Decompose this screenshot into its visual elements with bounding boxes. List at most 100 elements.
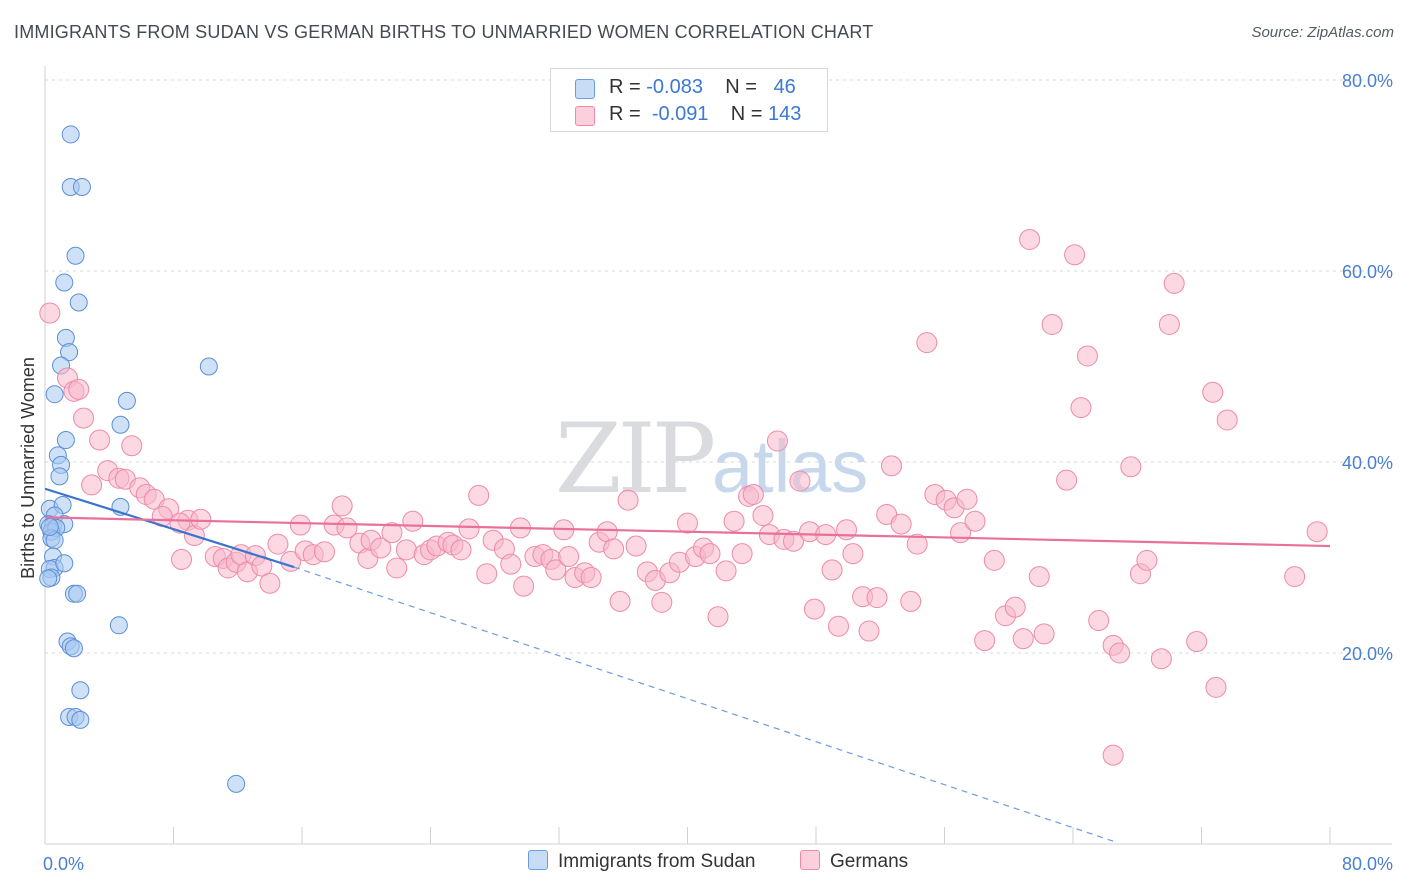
series-0 — [39, 125, 246, 793]
data-point — [66, 246, 85, 265]
trend-layer — [44, 487, 1331, 842]
data-point — [1056, 469, 1078, 491]
data-point — [1136, 549, 1158, 571]
data-point — [1088, 610, 1110, 632]
data-point — [1004, 596, 1026, 618]
data-point — [723, 510, 745, 532]
data-point — [68, 378, 90, 400]
data-point — [858, 620, 880, 642]
data-point — [386, 557, 408, 579]
data-point — [1028, 566, 1050, 588]
data-point — [651, 591, 673, 613]
data-point — [1064, 244, 1086, 266]
data-point — [381, 522, 403, 544]
data-point — [71, 710, 90, 729]
data-point — [39, 569, 58, 588]
data-point — [1284, 566, 1306, 588]
data-point — [558, 546, 580, 568]
x-tick-label-max: 80.0% — [1342, 854, 1393, 874]
data-point — [500, 553, 522, 575]
data-point — [313, 541, 335, 563]
data-point — [64, 639, 83, 658]
data-point — [783, 530, 805, 552]
legend-n-label: N = — [730, 103, 763, 125]
data-point — [370, 537, 392, 559]
trend-line-germans — [44, 516, 1331, 548]
legend-r-value-germans: -0.091 — [651, 103, 709, 125]
data-point — [1163, 272, 1185, 294]
data-point — [699, 543, 721, 565]
legend-r-label: R = — [609, 103, 641, 125]
bottom-legend-label-sudan: Immigrants from Sudan — [558, 851, 756, 872]
data-point — [1041, 313, 1063, 335]
data-point — [900, 590, 922, 612]
legend-n-value-germans: 143 — [768, 103, 802, 125]
data-point — [50, 467, 69, 486]
data-point — [72, 177, 91, 196]
data-point — [821, 559, 843, 581]
data-point — [280, 550, 302, 572]
data-point — [609, 590, 631, 612]
legend-text-sudan: R = -0.083 N = 46 — [609, 76, 796, 99]
trend-line-sudan-extension — [293, 566, 1114, 842]
data-point — [1070, 397, 1092, 419]
data-point — [1102, 744, 1124, 766]
data-point — [39, 302, 61, 324]
data-point — [603, 538, 625, 560]
y-tick-label-1: 40.0% — [1342, 453, 1393, 473]
data-point — [752, 504, 774, 526]
source-attribution: Source: ZipAtlas.com — [1251, 24, 1394, 41]
trend-line-sudan — [44, 487, 295, 569]
series-layer — [39, 125, 1328, 793]
data-point — [109, 616, 128, 635]
data-point — [45, 385, 64, 404]
data-point — [1306, 521, 1328, 543]
legend-text-germans: R = -0.091 N = 143 — [609, 103, 801, 126]
data-point — [890, 513, 912, 535]
legend-swatch-germans — [575, 106, 595, 126]
data-point — [836, 519, 858, 541]
data-point — [71, 681, 90, 700]
data-point — [111, 415, 130, 434]
data-point — [190, 508, 212, 530]
data-point — [1150, 648, 1172, 670]
data-point — [625, 535, 647, 557]
data-point — [458, 518, 480, 540]
series-1 — [39, 228, 1328, 766]
data-point — [916, 332, 938, 354]
correlation-legend: R = -0.083 N = 46 R = -0.091 N = 143 — [550, 68, 828, 132]
data-point — [1186, 631, 1208, 653]
data-point — [906, 533, 928, 555]
data-point — [89, 429, 111, 451]
data-point — [866, 587, 888, 609]
data-point — [69, 293, 88, 312]
data-point — [395, 539, 417, 561]
data-point — [827, 615, 849, 637]
data-point — [1076, 345, 1098, 367]
data-point — [40, 517, 59, 536]
y-tick-label-3: 80.0% — [1342, 71, 1393, 91]
data-point — [336, 517, 358, 539]
data-point — [1205, 676, 1227, 698]
bottom-legend-swatch-germans — [800, 850, 820, 870]
data-point — [842, 543, 864, 565]
data-point — [513, 575, 535, 597]
y-tick-label-0: 20.0% — [1342, 644, 1393, 664]
data-point — [68, 584, 87, 603]
data-point — [267, 533, 289, 555]
data-point — [707, 606, 729, 628]
data-point — [1120, 456, 1142, 478]
data-point — [169, 512, 191, 534]
data-point — [121, 435, 143, 457]
data-point — [1012, 628, 1034, 650]
legend-r-value-sudan: -0.083 — [646, 76, 703, 98]
data-point — [956, 488, 978, 510]
data-point — [1019, 228, 1041, 250]
data-point — [476, 563, 498, 585]
data-point — [331, 495, 353, 517]
data-point — [55, 554, 74, 573]
data-point — [227, 774, 246, 793]
data-point — [1216, 409, 1238, 431]
data-point — [468, 484, 490, 506]
data-point — [617, 489, 639, 511]
